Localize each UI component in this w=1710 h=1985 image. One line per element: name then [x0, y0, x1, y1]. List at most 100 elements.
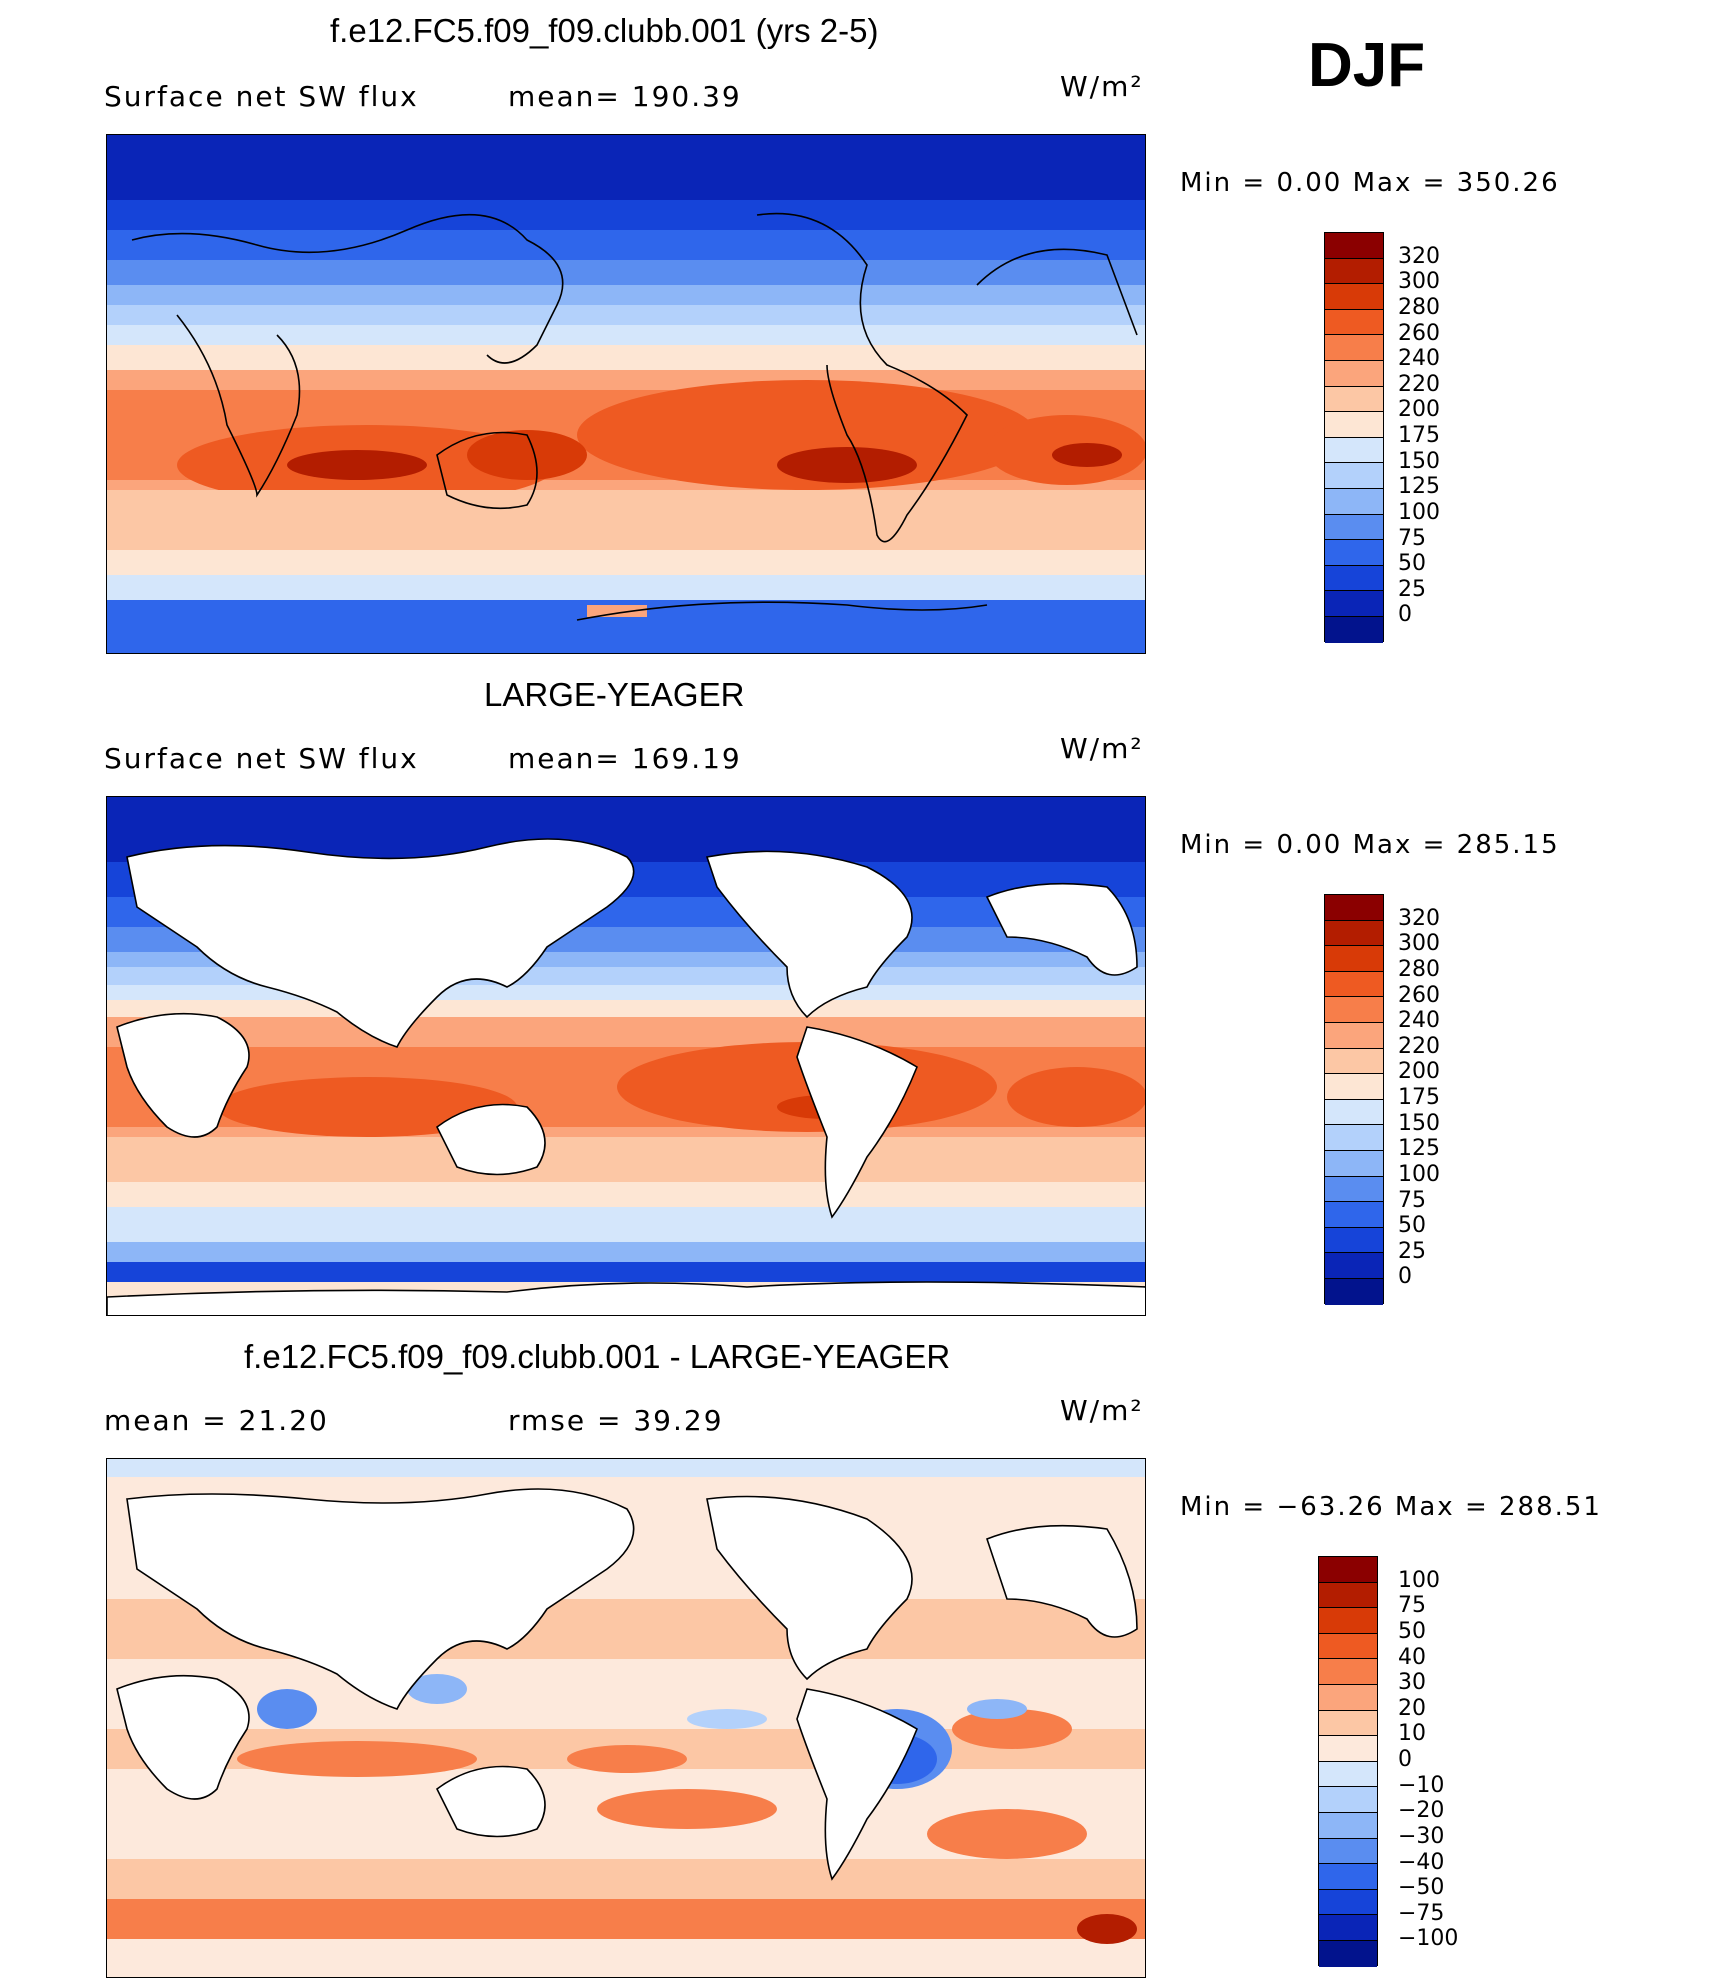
- cbar1-swatch: [1325, 616, 1383, 643]
- cbar2-swatch: [1325, 1150, 1383, 1177]
- colorbar-tick-label: 320: [1398, 905, 1440, 931]
- panel1-mean-label: mean= 190.39: [508, 80, 742, 113]
- cbar1-swatch: [1325, 463, 1383, 489]
- cbar2-swatch: [1325, 971, 1383, 998]
- cbar2-swatch: [1325, 895, 1383, 921]
- colorbar-tick-label: 175: [1398, 423, 1440, 448]
- panel1-title: f.e12.FC5.f09_f09.clubb.001 (yrs 2-5): [330, 12, 879, 49]
- colorbar-tick-label: 40: [1398, 1644, 1426, 1670]
- colorbar-tick-label: 320: [1398, 243, 1440, 269]
- panel1-variable-label: Surface net SW flux: [104, 80, 419, 113]
- colorbar-tick-label: −75: [1398, 1900, 1445, 1926]
- cbar3-swatch: [1319, 1940, 1377, 1967]
- colorbar-tick-label: 50: [1398, 1618, 1426, 1644]
- colorbar-tick-label: 150: [1398, 1110, 1440, 1136]
- cbar1-swatch: [1325, 360, 1383, 387]
- colorbar-tick-label: 75: [1398, 525, 1426, 551]
- cbar1-swatch: [1325, 565, 1383, 592]
- colorbar-tick-label: 220: [1398, 371, 1440, 397]
- colorbar-tick-label: 300: [1398, 269, 1440, 295]
- cbar3-swatch: [1319, 1684, 1377, 1711]
- colorbar-tick-label: 300: [1398, 931, 1440, 957]
- cbar2-swatch: [1325, 920, 1383, 947]
- colorbar-tick-label: −10: [1398, 1772, 1445, 1798]
- colorbar-tick-label: −30: [1398, 1823, 1445, 1849]
- panel2-units: W/m²: [1060, 732, 1144, 765]
- cbar2-swatch: [1325, 946, 1383, 972]
- cbar1-swatch: [1325, 386, 1383, 413]
- colorbar-tick-label: 0: [1398, 1747, 1412, 1772]
- colorbar-tick-label: 25: [1398, 1238, 1426, 1264]
- cbar2-swatch: [1325, 1278, 1383, 1305]
- colorbar-tick-label: 30: [1398, 1670, 1426, 1696]
- cbar3-swatch: [1319, 1582, 1377, 1609]
- cbar3-swatch: [1319, 1608, 1377, 1634]
- panel2-map: [106, 796, 1146, 1316]
- colorbar-tick-label: 10: [1398, 1721, 1426, 1747]
- colorbar-tick-label: 75: [1398, 1593, 1426, 1619]
- cbar3-swatch: [1319, 1736, 1377, 1762]
- cbar2-swatch: [1325, 997, 1383, 1023]
- cbar1-swatch: [1325, 284, 1383, 310]
- cbar1-swatch: [1325, 591, 1383, 617]
- cbar2-swatch: [1325, 1253, 1383, 1279]
- cbar2-swatch: [1325, 1227, 1383, 1254]
- panel3-title: f.e12.FC5.f09_f09.clubb.001 - LARGE-YEAG…: [244, 1338, 951, 1375]
- cbar1-swatch: [1325, 514, 1383, 541]
- cbar1-swatch: [1325, 540, 1383, 566]
- cbar2-swatch: [1325, 1202, 1383, 1228]
- colorbar-tick-label: 240: [1398, 1008, 1440, 1034]
- colorbar-tick-label: 280: [1398, 294, 1440, 320]
- colorbar-tick-label: 125: [1398, 474, 1440, 500]
- cbar2-swatch: [1325, 1125, 1383, 1151]
- cbar3-swatch: [1319, 1633, 1377, 1660]
- cbar2-swatch: [1325, 1074, 1383, 1100]
- cbar1-swatch: [1325, 258, 1383, 285]
- panel3-map: [106, 1458, 1146, 1978]
- cbar1-swatch: [1325, 233, 1383, 259]
- colorbar-tick-label: 200: [1398, 1059, 1440, 1085]
- colorbar-tick-label: 0: [1398, 602, 1412, 628]
- cbar3-swatch: [1319, 1787, 1377, 1813]
- colorbar-tick-label: 260: [1398, 982, 1440, 1008]
- cbar3-swatch: [1319, 1557, 1377, 1583]
- cbar1-swatch: [1325, 437, 1383, 464]
- colorbar-tick-label: −100: [1398, 1926, 1459, 1952]
- colorbar-tick-label: 125: [1398, 1136, 1440, 1162]
- colorbar-tick-label: −40: [1398, 1849, 1445, 1875]
- cbar3-swatch: [1319, 1710, 1377, 1737]
- colorbar-tick-label: 200: [1398, 397, 1440, 423]
- cbar3-swatch: [1319, 1812, 1377, 1839]
- cbar3-swatch: [1319, 1889, 1377, 1916]
- colorbar-tick-label: 0: [1398, 1264, 1412, 1290]
- season-label: DJF: [1308, 31, 1426, 100]
- colorbar-tick-label: −20: [1398, 1798, 1445, 1824]
- cbar1-swatch: [1325, 412, 1383, 438]
- colorbar-tick-label: 100: [1398, 1161, 1440, 1187]
- panel1-units: W/m²: [1060, 70, 1144, 103]
- panel1-colorbar: [1324, 232, 1384, 643]
- cbar2-swatch: [1325, 1022, 1383, 1049]
- cbar3-swatch: [1319, 1659, 1377, 1685]
- colorbar-tick-label: 100: [1398, 499, 1440, 525]
- cbar3-swatch: [1319, 1915, 1377, 1941]
- panel3-mean-label: mean = 21.20: [104, 1404, 329, 1437]
- panel3-minmax: Min = −63.26 Max = 288.51: [1180, 1492, 1602, 1522]
- colorbar-tick-label: 280: [1398, 956, 1440, 982]
- panel2-mean-label: mean= 169.19: [508, 742, 742, 775]
- colorbar-tick-label: 175: [1398, 1085, 1440, 1110]
- colorbar-tick-label: 75: [1398, 1187, 1426, 1213]
- cbar1-swatch: [1325, 335, 1383, 361]
- colorbar-tick-label: 240: [1398, 346, 1440, 372]
- colorbar-tick-label: 50: [1398, 1213, 1426, 1239]
- cbar3-swatch: [1319, 1864, 1377, 1890]
- panel3-colorbar: [1318, 1556, 1378, 1967]
- panel1-minmax: Min = 0.00 Max = 350.26: [1180, 168, 1560, 198]
- cbar1-swatch: [1325, 488, 1383, 515]
- colorbar-tick-label: 100: [1398, 1567, 1440, 1593]
- colorbar-tick-label: 50: [1398, 551, 1426, 577]
- cbar2-swatch: [1325, 1176, 1383, 1203]
- cbar1-swatch: [1325, 309, 1383, 336]
- colorbar-tick-label: 25: [1398, 576, 1426, 602]
- panel1-map: [106, 134, 1146, 654]
